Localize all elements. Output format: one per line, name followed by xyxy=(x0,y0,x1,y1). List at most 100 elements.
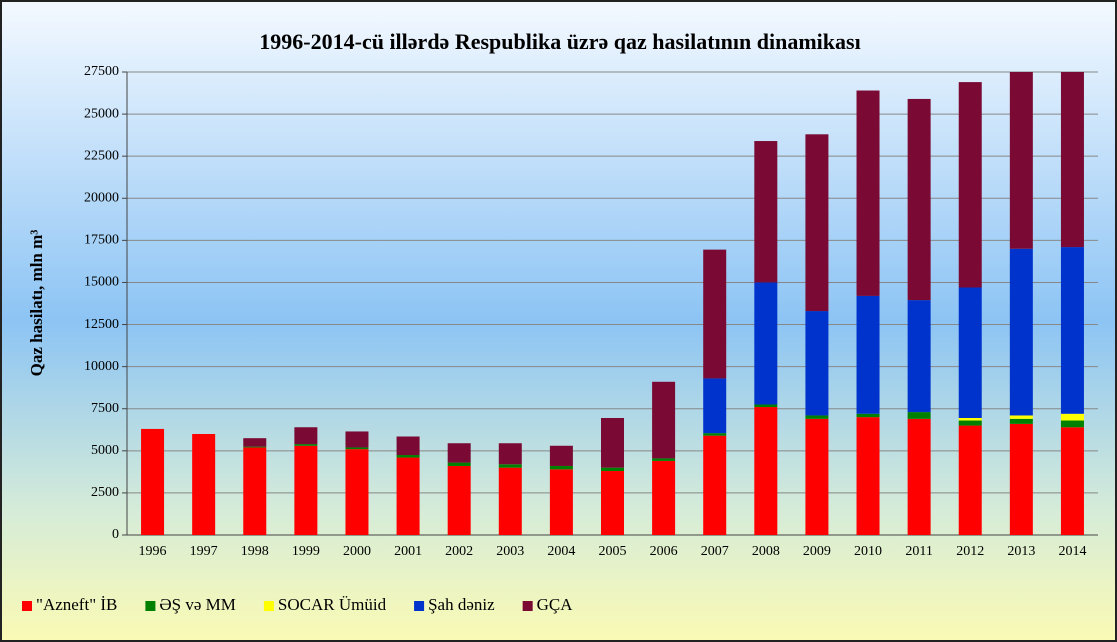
bar-segment xyxy=(652,381,676,459)
bar-segment xyxy=(1060,413,1084,421)
bar-segment xyxy=(856,417,880,535)
x-tick-label: 2000 xyxy=(343,544,371,559)
bar-segment xyxy=(754,404,778,408)
bar-segment xyxy=(703,249,727,379)
legend-label: SOCAR Ümüid xyxy=(278,595,387,614)
bar-segment xyxy=(754,407,778,535)
bar-segment xyxy=(907,418,931,535)
bar-segment xyxy=(396,457,420,535)
x-tick-label: 2011 xyxy=(905,544,932,559)
bar-segment xyxy=(703,435,727,535)
bar-segment xyxy=(958,82,982,288)
bar-segment xyxy=(907,300,931,413)
bar-segment xyxy=(549,469,573,535)
bar-segment xyxy=(549,465,573,470)
bar-segment xyxy=(1060,72,1084,248)
bar-segment xyxy=(294,427,318,445)
bar-segment xyxy=(958,417,982,421)
bar-segment xyxy=(601,417,624,468)
bar-segment xyxy=(549,445,573,466)
bar-segment xyxy=(1060,247,1084,414)
bar-segment xyxy=(447,465,471,535)
y-tick-label: 5000 xyxy=(91,443,119,458)
y-tick-label: 15000 xyxy=(84,275,119,290)
bar-segment xyxy=(1009,248,1033,416)
bar-segment xyxy=(856,413,880,418)
x-tick-label: 2014 xyxy=(1058,544,1086,559)
bar-segment xyxy=(141,428,165,535)
bar-segment xyxy=(703,433,727,436)
bar-segment xyxy=(396,455,420,458)
bar-segment xyxy=(447,462,471,466)
y-tick-label: 20000 xyxy=(84,190,119,205)
y-tick-label: 10000 xyxy=(84,359,119,374)
bar-segment xyxy=(805,134,829,312)
legend-swatch xyxy=(263,601,274,611)
bar-segment xyxy=(703,378,727,434)
bar-segment xyxy=(243,438,267,447)
bar-segment xyxy=(754,141,778,283)
bar-segment xyxy=(907,412,931,419)
x-tick-label: 2006 xyxy=(650,544,678,559)
bar-segment xyxy=(754,282,778,405)
bar-segment xyxy=(498,443,522,465)
legend-label: ƏŞ və MM xyxy=(159,595,236,614)
y-axis-label: Qaz hasilatı, mln m³ xyxy=(27,230,46,377)
bar-segment xyxy=(958,425,982,535)
x-tick-label: 2005 xyxy=(599,544,627,559)
x-tick-label: 2002 xyxy=(445,544,473,559)
legend-label: Şah dəniz xyxy=(428,595,495,614)
bar-segment xyxy=(192,433,216,535)
legend-label: GÇA xyxy=(537,595,574,614)
bar-segment xyxy=(498,464,522,468)
legend-label: "Azneft" İB xyxy=(36,595,117,614)
bar-segment xyxy=(1009,423,1033,535)
bar-segment xyxy=(243,447,267,535)
y-tick-label: 2500 xyxy=(91,485,119,500)
bar-segment xyxy=(601,471,624,535)
bar-segment xyxy=(498,467,522,535)
bar-segment xyxy=(652,458,676,461)
bar-segment xyxy=(396,436,420,456)
legend-swatch xyxy=(522,601,533,611)
x-tick-label: 2009 xyxy=(803,544,831,559)
x-tick-label: 2004 xyxy=(547,544,575,559)
y-tick-label: 17500 xyxy=(84,233,119,248)
bar-segment xyxy=(243,446,267,448)
bar-segment xyxy=(652,460,676,535)
y-tick-label: 22500 xyxy=(84,148,119,163)
bar-segment xyxy=(1009,72,1033,249)
bar-segment xyxy=(856,295,880,414)
y-tick-label: 27500 xyxy=(84,64,119,79)
bar-segment xyxy=(958,420,982,426)
bar-segment xyxy=(805,418,829,535)
bar-segment xyxy=(294,444,318,446)
x-tick-label: 1999 xyxy=(292,544,320,559)
bar-segment xyxy=(447,443,471,463)
x-tick-label: 2007 xyxy=(701,544,729,559)
y-tick-label: 25000 xyxy=(84,106,119,121)
legend-swatch xyxy=(145,601,156,611)
bar-segment xyxy=(958,287,982,418)
bar-segment xyxy=(345,447,369,450)
y-tick-label: 12500 xyxy=(84,317,119,332)
x-tick-label: 2003 xyxy=(496,544,524,559)
x-tick-label: 1997 xyxy=(190,544,218,559)
bar-segment xyxy=(345,449,369,535)
legend-swatch xyxy=(414,601,425,611)
bar-segment xyxy=(907,98,931,301)
y-tick-label: 7500 xyxy=(91,401,119,416)
bar-segment xyxy=(1009,415,1033,419)
bar-segment xyxy=(805,311,829,416)
x-tick-label: 2008 xyxy=(752,544,780,559)
x-tick-label: 2012 xyxy=(956,544,984,559)
bar-segment xyxy=(345,431,369,448)
bar-segment xyxy=(1060,427,1084,535)
x-tick-label: 2001 xyxy=(394,544,422,559)
bar-segment xyxy=(294,445,318,535)
x-tick-label: 1996 xyxy=(139,544,167,559)
x-tick-label: 2013 xyxy=(1007,544,1035,559)
bar-segment xyxy=(601,467,624,472)
chart-title: 1996-2014-cü illərdə Respublika üzrə qaz… xyxy=(259,29,860,54)
